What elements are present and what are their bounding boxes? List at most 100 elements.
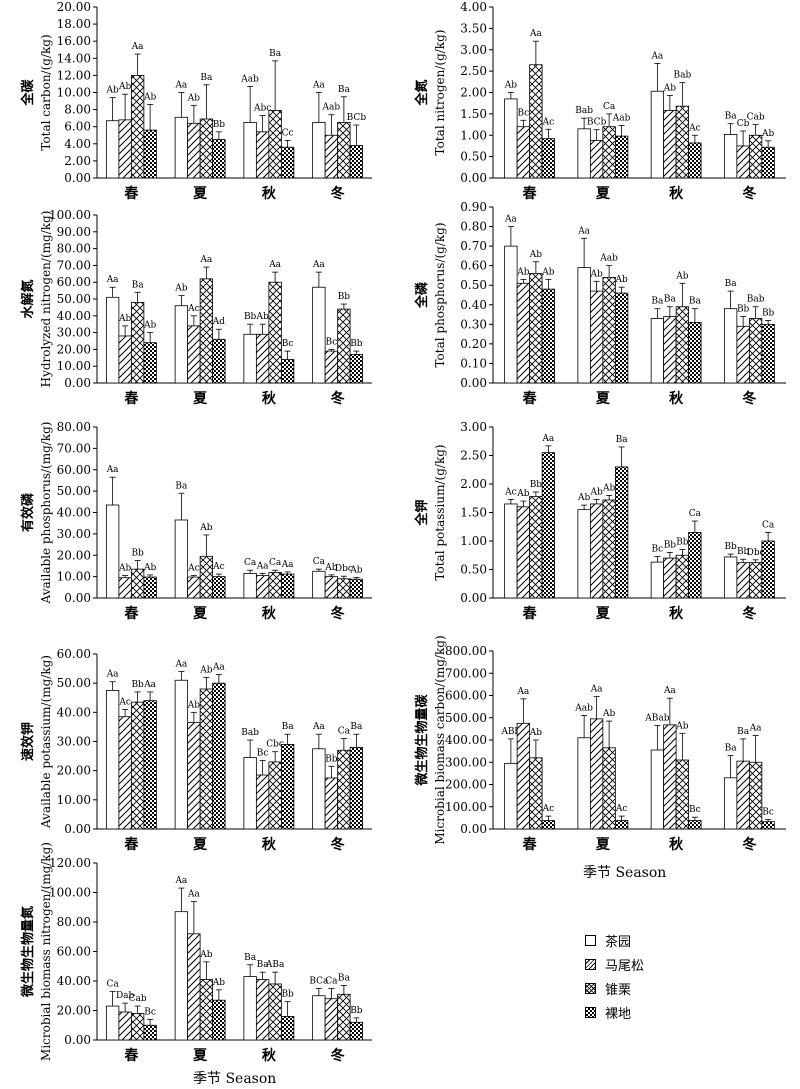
significance-label: Ab [761,129,774,139]
significance-label: BCb [347,113,367,123]
y-tick-label: 20.00 [57,764,91,778]
significance-label: Bc [282,339,294,349]
x-category-label: 春 [522,836,538,853]
bar-blank [723,777,738,830]
bar-blank [504,762,518,830]
y-axis-title-en: Total phosphorus/(g/kg) [433,222,447,367]
significance-label: Ab [589,269,602,279]
legend-label: 马尾松 [605,958,645,974]
x-category-label: 秋 [262,1047,277,1064]
legend-item: 裸地 [585,1000,644,1024]
bar-blank [105,504,120,599]
y-tick-label: 6.00 [64,120,91,134]
x-category-label: 夏 [193,1047,208,1064]
significance-label: Ab [199,665,212,675]
y-tick-label: 3.50 [460,21,487,35]
x-category-label: 秋 [262,836,277,853]
significance-label: Bb [676,538,689,548]
bar-blank [174,305,189,384]
bar-diagonal [255,575,270,599]
bar-blank [577,128,591,179]
significance-label: Aa [143,680,156,690]
significance-label: Aa [663,686,676,696]
significance-label: Bb [530,480,543,490]
bar-checker [614,466,629,599]
significance-label: Bb [338,292,351,302]
y-tick-label: 0.00 [64,822,91,836]
significance-label: Ba [616,435,629,445]
y-tick-label: 30.00 [57,326,91,340]
legend-swatch-blank [585,934,596,946]
bar-diagonal [118,577,132,599]
significance-label: Bb [350,1006,363,1016]
bar-crosshatch [529,64,543,179]
legend-swatch-checker [585,1006,596,1018]
bar-blank [174,679,189,830]
significance-label: Ab [105,86,118,96]
bar-crosshatch [130,301,145,384]
x-category-label: 春 [123,605,139,622]
significance-label: Aa [174,81,187,91]
significance-label: Dbc [335,564,353,574]
y-tick-label: 20.00 [57,1004,91,1018]
bar-crosshatch [130,701,145,830]
y-tick-label: 3.00 [460,43,487,57]
bar-diagonal [589,290,604,384]
significance-label: Cab [747,113,765,123]
legend-swatch-crosshatch [585,982,596,994]
chart-panel: 0.00 0.10 0.20 0.30 0.40 0.50 0.60 0.70 0.80 0.90… [414,200,786,407]
bar-diagonal [187,933,201,1041]
significance-label: Bb [724,542,737,552]
significance-label: Ba [282,722,295,732]
bar-checker [688,321,702,384]
bar-crosshatch [529,496,543,599]
bar-diagonal [589,503,604,599]
y-tick-label: 120.00 [49,856,91,870]
significance-label: Ab [675,271,688,281]
bar-crosshatch [602,276,616,384]
bar-checker [614,820,629,830]
y-axis-title: 全碳 Total carbon/(g/kg) [20,34,53,150]
significance-label: Bc [762,807,774,817]
y-axis-title-cn: 速效钾 [20,722,36,761]
bar-crosshatch [337,308,351,384]
y-axis-title-en: Total carbon/(g/kg) [39,34,53,150]
significance-label: Ac [187,563,200,573]
y-tick-label: 90.00 [57,225,91,239]
bar-diagonal [516,126,531,179]
significance-label: Ac [542,117,555,127]
bar-diagonal [324,576,339,599]
significance-label: Ab [541,267,554,277]
x-category-label: 春 [123,836,139,853]
bar-crosshatch [130,568,145,599]
significance-label: Ab [324,563,337,573]
bar-diagonal [324,134,339,179]
y-axis-title-en: Total potassium/(g/kg) [433,444,447,580]
bar-diagonal [118,335,132,384]
significance-label: Ba [664,295,677,305]
significance-label: Ab [589,487,602,497]
significance-label: Ba [269,49,282,59]
significance-label: Bc [518,108,530,118]
bar-crosshatch [199,555,214,599]
significance-label: Ba [725,279,738,289]
x-category-label: 冬 [331,390,345,407]
x-category-label: 秋 [262,185,277,202]
significance-label: Aab [599,254,618,264]
bar-checker [280,744,295,830]
significance-label: Ca [762,520,775,530]
bar-checker [541,288,556,384]
significance-label: Aa [590,685,603,695]
bar-checker [614,292,629,384]
significance-label: Bb [664,540,677,550]
significance-label: Cb [737,119,750,129]
x-axis-title-right: 季节 Season [583,865,667,881]
significance-label: Ba [338,85,351,95]
y-axis-title-cn: 微生物生物量碳 [414,694,430,787]
significance-label: Ab [187,93,200,103]
significance-label: Ab [199,950,212,960]
significance-label: Aa [174,876,187,886]
significance-label: Ab [614,275,627,285]
x-category-label: 冬 [331,836,345,853]
significance-label: Bb [131,549,144,559]
